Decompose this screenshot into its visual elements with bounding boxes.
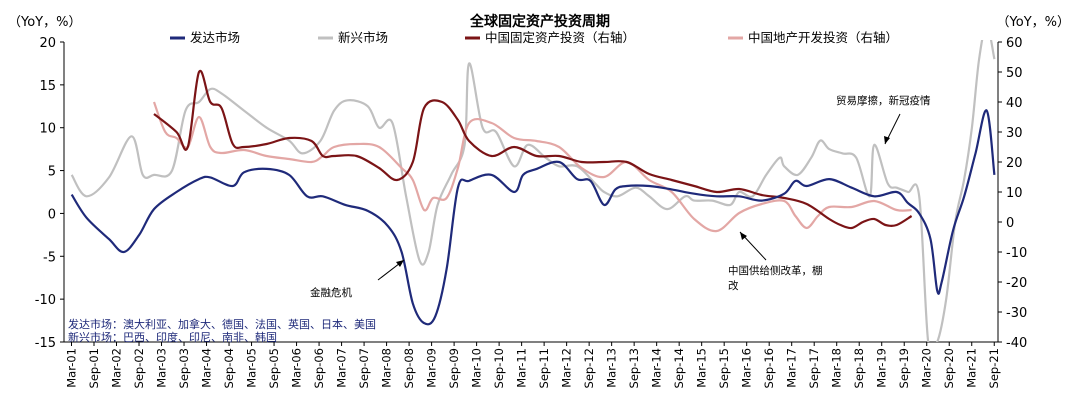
annotation-arrowhead-reform [740, 232, 747, 240]
x-tick-label: Mar-14 [650, 348, 664, 388]
right-tick-label: -30 [1006, 306, 1027, 321]
x-tick-label: Sep-16 [762, 348, 776, 388]
x-tick-label: Mar-18 [830, 348, 844, 388]
x-tick-label: Sep-17 [807, 348, 821, 388]
x-tick-label: Sep-18 [852, 348, 866, 388]
x-tick-label: Mar-13 [605, 348, 619, 388]
right-tick-label: -40 [1006, 336, 1027, 351]
x-tick-label: Mar-04 [200, 348, 214, 388]
x-tick-label: Sep-05 [267, 348, 281, 388]
series-line-developed [70, 109, 996, 326]
x-tick-label: Mar-01 [65, 348, 79, 388]
note-emerging-markets: 新兴市场：巴西、印度、印尼、南非、韩国 [68, 330, 277, 344]
annotation-trade-covid: 贸易摩擦，新冠疫情 [836, 94, 931, 107]
right-tick-label: 30 [1006, 126, 1023, 141]
x-tick-label: Sep-02 [132, 348, 146, 388]
x-tick-label: Sep-08 [402, 348, 416, 388]
legend-label-emerging: 新兴市场 [338, 30, 388, 45]
annotations: 金融危机 中国供给侧改革，棚 改 贸易摩擦，新冠疫情 [310, 94, 931, 299]
legend: 发达市场 新兴市场 中国固定资产投资（右轴） 中国地产开发投资（右轴） [170, 30, 898, 45]
x-tick-label: Mar-03 [155, 348, 169, 388]
x-tick-label: Mar-21 [965, 348, 979, 388]
annotation-financial-crisis: 金融危机 [310, 286, 352, 299]
x-tick-label: Mar-02 [110, 348, 124, 388]
x-tick-label: Mar-10 [470, 348, 484, 388]
x-tick-label: Mar-06 [290, 348, 304, 388]
legend-label-china-fai: 中国固定资产投资（右轴） [485, 30, 635, 45]
right-tick-label: 20 [1006, 156, 1023, 171]
left-tick-label: 0 [48, 207, 56, 222]
axes: 20151050-5-10-156050403020100-10-20-30-4… [35, 36, 1027, 388]
annotation-supply-reform-line2: 改 [728, 279, 739, 292]
x-tick-label: Sep-04 [222, 348, 236, 388]
x-tick-label: Mar-15 [695, 348, 709, 388]
left-tick-label: -10 [35, 293, 56, 308]
right-unit-label: （YoY，%） [997, 15, 1070, 30]
x-tick-label: Mar-12 [560, 348, 574, 388]
x-tick-label: Mar-07 [335, 348, 349, 388]
right-tick-label: 0 [1006, 216, 1014, 231]
x-tick-label: Mar-05 [245, 348, 259, 388]
x-tick-label: Mar-08 [380, 348, 394, 388]
right-tick-label: -20 [1006, 276, 1027, 291]
x-tick-label: Sep-07 [357, 348, 371, 388]
x-tick-label: Sep-13 [627, 348, 641, 388]
x-tick-label: Mar-09 [425, 348, 439, 388]
left-unit-label: （YoY，%） [8, 15, 81, 30]
x-tick-label: Mar-16 [740, 348, 754, 388]
left-tick-label: -15 [35, 336, 56, 351]
left-tick-label: 20 [39, 36, 56, 51]
left-tick-label: 5 [48, 165, 56, 180]
right-tick-label: 60 [1006, 36, 1023, 51]
left-tick-label: 10 [39, 122, 56, 137]
series-line-emerging [70, 40, 996, 342]
x-tick-label: Mar-11 [515, 348, 529, 388]
annotation-arrowhead-crisis [396, 260, 404, 267]
x-tick-label: Sep-09 [447, 348, 461, 388]
left-tick-label: -5 [43, 250, 56, 265]
x-tick-label: Sep-20 [942, 348, 956, 388]
series-line-china-fai [153, 69, 913, 230]
x-tick-label: Sep-10 [492, 348, 506, 388]
chart-title: 全球固定资产投资周期 [469, 13, 610, 30]
x-tick-label: Sep-06 [312, 348, 326, 388]
x-tick-label: Sep-11 [537, 348, 551, 388]
right-tick-label: -10 [1006, 246, 1027, 261]
x-tick-label: Sep-01 [87, 348, 101, 388]
x-tick-label: Sep-19 [897, 348, 911, 388]
x-tick-label: Mar-20 [920, 348, 934, 388]
right-tick-label: 10 [1006, 186, 1023, 201]
right-tick-label: 50 [1006, 66, 1023, 81]
x-tick-label: Sep-03 [177, 348, 191, 388]
left-tick-label: 15 [39, 79, 56, 94]
x-tick-label: Sep-12 [582, 348, 596, 388]
x-tick-label: Sep-21 [987, 348, 1001, 388]
note-developed-markets: 发达市场：澳大利亚、加拿大、德国、法国、英国、日本、美国 [68, 317, 376, 331]
annotation-supply-reform: 中国供给侧改革，棚 [728, 264, 823, 277]
legend-label-china-property: 中国地产开发投资（右轴） [748, 30, 898, 45]
annotation-arrowhead-trade [884, 136, 890, 144]
right-tick-label: 40 [1006, 96, 1023, 111]
series-layer [70, 40, 996, 342]
x-tick-label: Sep-14 [672, 348, 686, 388]
series-line-china-property [152, 101, 912, 233]
x-tick-label: Mar-19 [875, 348, 889, 388]
x-tick-label: Mar-17 [785, 348, 799, 388]
x-tick-label: Sep-15 [717, 348, 731, 388]
legend-label-developed: 发达市场 [190, 30, 240, 45]
